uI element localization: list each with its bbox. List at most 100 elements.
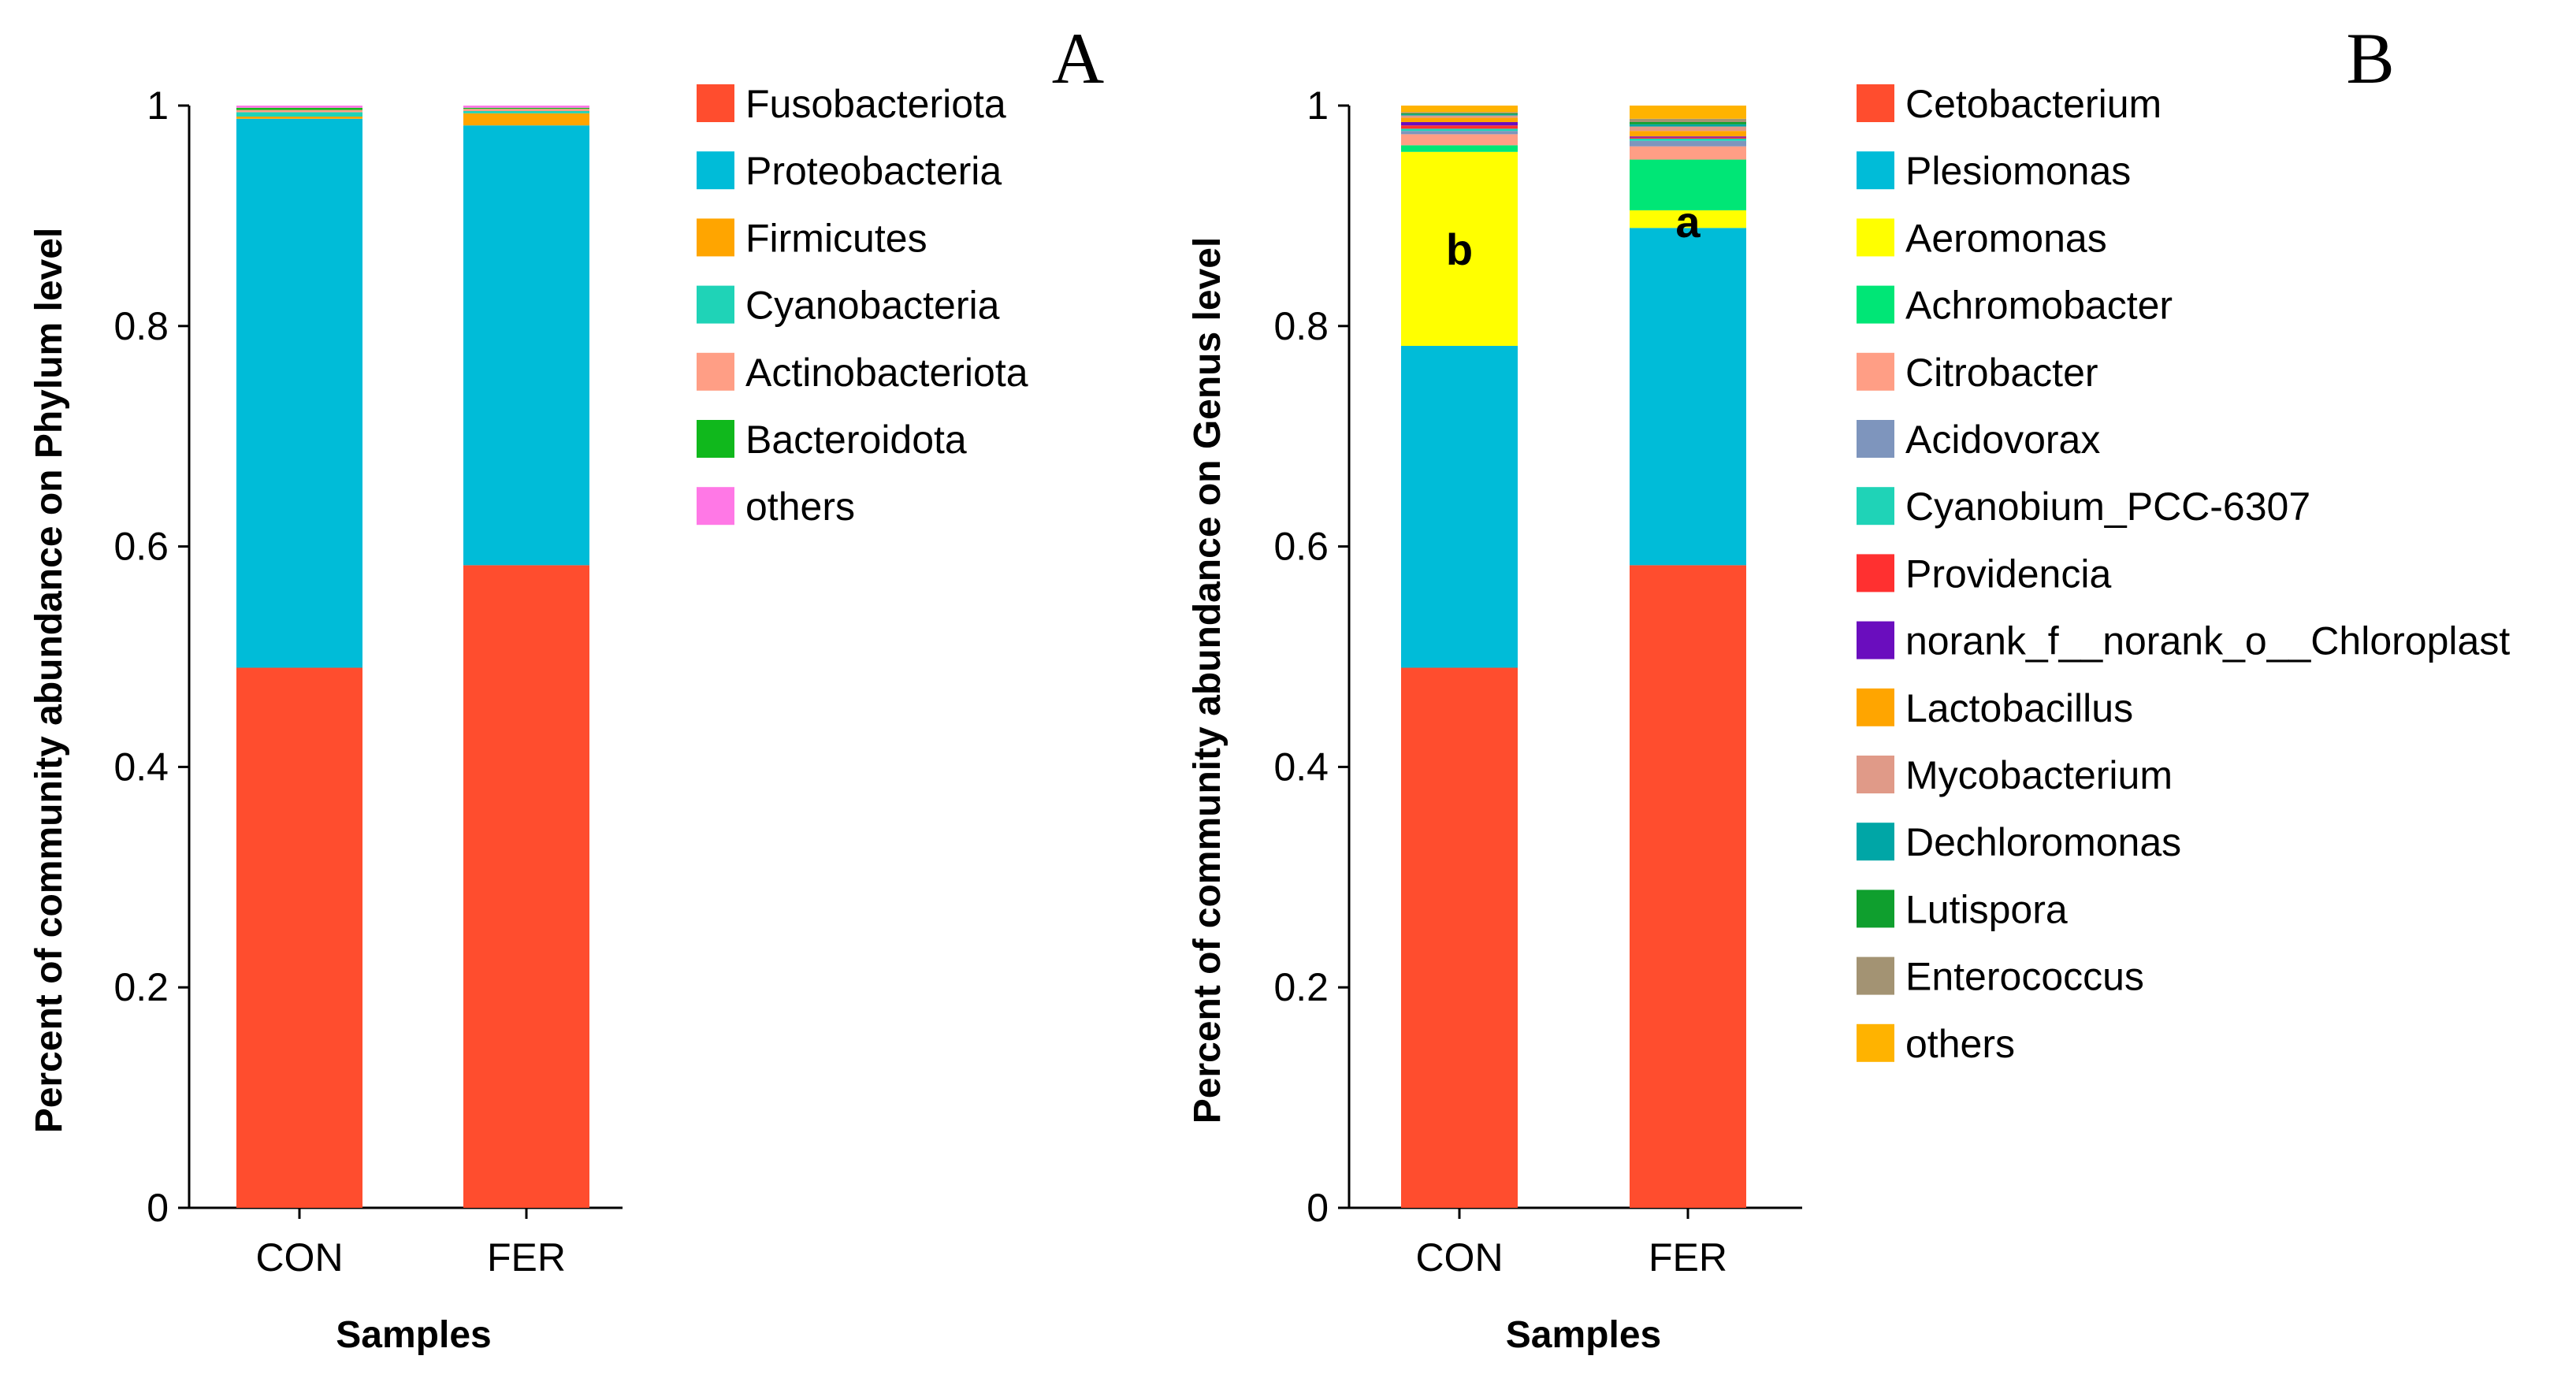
bar-segment-fer-enterococcus [1630, 118, 1746, 122]
bar-segment-con-firmicutes [236, 116, 362, 119]
bar-segment-con-providencia [1401, 125, 1518, 129]
bar-segment-con-aeromonas [1401, 151, 1518, 346]
legend-swatch [1857, 218, 1894, 257]
x-tick-label: FER [1649, 1235, 1727, 1280]
bar-segment-con-mycobacterium [1401, 115, 1518, 118]
bar-segment-con-plesiomonas [1401, 345, 1518, 668]
panel-letter: A [1052, 18, 1104, 98]
bar-segment-fer-actinobacteriota [463, 109, 589, 111]
legend-item: Firmicutes [697, 216, 927, 260]
bar-segment-fer-fusobacteriota [463, 565, 589, 1208]
legend-swatch [1857, 956, 1894, 995]
legend-label: others [745, 485, 855, 529]
legend-swatch [1857, 420, 1894, 458]
legend-item: others [697, 485, 855, 529]
y-tick-label: 0.8 [113, 304, 169, 348]
legend-label: Actinobacteriota [745, 351, 1028, 395]
legend-label: Aeromonas [1905, 216, 2107, 260]
legend-label: Mycobacterium [1905, 753, 2173, 797]
legend-label: Providencia [1905, 552, 2111, 596]
legend-item: Cyanobium_PCC-6307 [1857, 485, 2310, 529]
bar-segment-con-proteobacteria [236, 118, 362, 668]
y-tick-label: 0.2 [113, 965, 169, 1009]
bar-segment-fer-citrobacter [1630, 146, 1746, 160]
legend-item: Aeromonas [1857, 216, 2107, 260]
legend-item: Dechloromonas [1857, 820, 2181, 864]
y-axis-title: Percent of community abundance on Phylum… [28, 228, 70, 1134]
legend-label: Acidovorax [1905, 418, 2100, 462]
legend-swatch [697, 285, 734, 324]
legend-item: Actinobacteriota [697, 351, 1028, 395]
legend-label: Citrobacter [1905, 351, 2098, 395]
bar-segment-con-cyanobium-pcc-6307 [1401, 128, 1518, 132]
bar-segment-fer-cyanobacteria [463, 110, 589, 113]
bar-segment-con-fusobacteriota [236, 667, 362, 1208]
legend-item: Cyanobacteria [697, 284, 1000, 328]
significance-letter: b [1446, 225, 1473, 274]
bar-segment-con-lactobacillus [1401, 117, 1518, 122]
legend-item: Enterococcus [1857, 955, 2144, 999]
bar-segment-con-bacteroidota [236, 107, 362, 110]
legend-swatch [697, 151, 734, 190]
y-tick-label: 1 [1307, 84, 1329, 128]
legend-swatch [697, 352, 734, 391]
bar-segment-fer-achromobacter [1630, 159, 1746, 210]
y-tick-label: 0.8 [1273, 304, 1329, 348]
legend-swatch [1857, 285, 1894, 324]
bar-segment-fer-lactobacillus [1630, 131, 1746, 137]
bar-segment-con-cyanobacteria [236, 112, 362, 117]
legend-item: Mycobacterium [1857, 753, 2173, 797]
bar-segment-fer-acidovorax [1630, 140, 1746, 147]
legend-item: Cetobacterium [1857, 82, 2162, 126]
legend-label: Bacteroidota [745, 418, 967, 462]
bar-segment-con-lutispora [1401, 113, 1518, 115]
legend-label: norank_f__norank_o__Chloroplast [1905, 619, 2510, 663]
legend-swatch [697, 218, 734, 257]
legend-swatch [1857, 84, 1894, 122]
legend-item: Citrobacter [1857, 351, 2098, 395]
bar-segment-con-citrobacter [1401, 134, 1518, 146]
bar-segment-con-norank-f-norank-o-chloroplast [1401, 121, 1518, 126]
y-axis-title: Percent of community abundance on Genus … [1187, 237, 1229, 1124]
legend-item: others [1857, 1022, 2015, 1066]
bar-segment-fer-dechloromonas [1630, 124, 1746, 127]
legend-label: Achromobacter [1905, 284, 2173, 328]
bar-segment-fer-norank-f-norank-o-chloroplast [1630, 136, 1746, 138]
y-tick-label: 0.4 [1273, 745, 1329, 789]
bar-segment-con-dechloromonas [1401, 114, 1518, 116]
legend-item: Providencia [1857, 552, 2111, 596]
bar-segment-fer-others [463, 106, 589, 108]
chart-panel-a: A 0 0.2 0.4 0.6 0.8 1 CON FER Samples Percent of c… [28, 18, 1104, 1356]
bar-segment-fer-others [1630, 106, 1746, 119]
legend-item: Fusobacteriota [697, 82, 1006, 126]
x-tick-label: CON [1415, 1235, 1503, 1280]
bar-segment-fer-proteobacteria [463, 125, 589, 566]
legend-label: others [1905, 1022, 2015, 1066]
legend-item: Lactobacillus [1857, 686, 2133, 730]
bar-segment-con-achromobacter [1401, 145, 1518, 152]
bar-segment-con-acidovorax [1401, 131, 1518, 135]
x-axis-title: Samples [336, 1314, 491, 1356]
legend-label: Dechloromonas [1905, 820, 2181, 864]
legend-swatch [1857, 151, 1894, 190]
bar-segment-fer-plesiomonas [1630, 228, 1746, 566]
bar-segment-con-others [1401, 106, 1518, 113]
significance-letter: a [1675, 197, 1701, 247]
bar-segment-con-enterococcus [1401, 112, 1518, 113]
legend-swatch [1857, 621, 1894, 659]
y-tick-label: 0.6 [113, 525, 169, 569]
y-tick-label: 0.6 [1273, 525, 1329, 569]
bar-segment-con-actinobacteriota [236, 110, 362, 113]
legend-label: Fusobacteriota [745, 82, 1006, 126]
bar-segment-fer-aeromonas [1630, 210, 1746, 228]
legend-item: Plesiomonas [1857, 149, 2131, 193]
legend-label: Plesiomonas [1905, 149, 2131, 193]
bar-segment-fer-cyanobium-pcc-6307 [1630, 138, 1746, 141]
legend-swatch [1857, 352, 1894, 391]
legend-item: Bacteroidota [697, 418, 967, 462]
chart-panel-b: B 0 0.2 0.4 0.6 0.8 1 CON FER b a Samples Percent of… [1187, 18, 2510, 1356]
legend-swatch [1857, 487, 1894, 526]
legend-label: Enterococcus [1905, 955, 2144, 999]
legend-item: norank_f__norank_o__Chloroplast [1857, 619, 2510, 663]
